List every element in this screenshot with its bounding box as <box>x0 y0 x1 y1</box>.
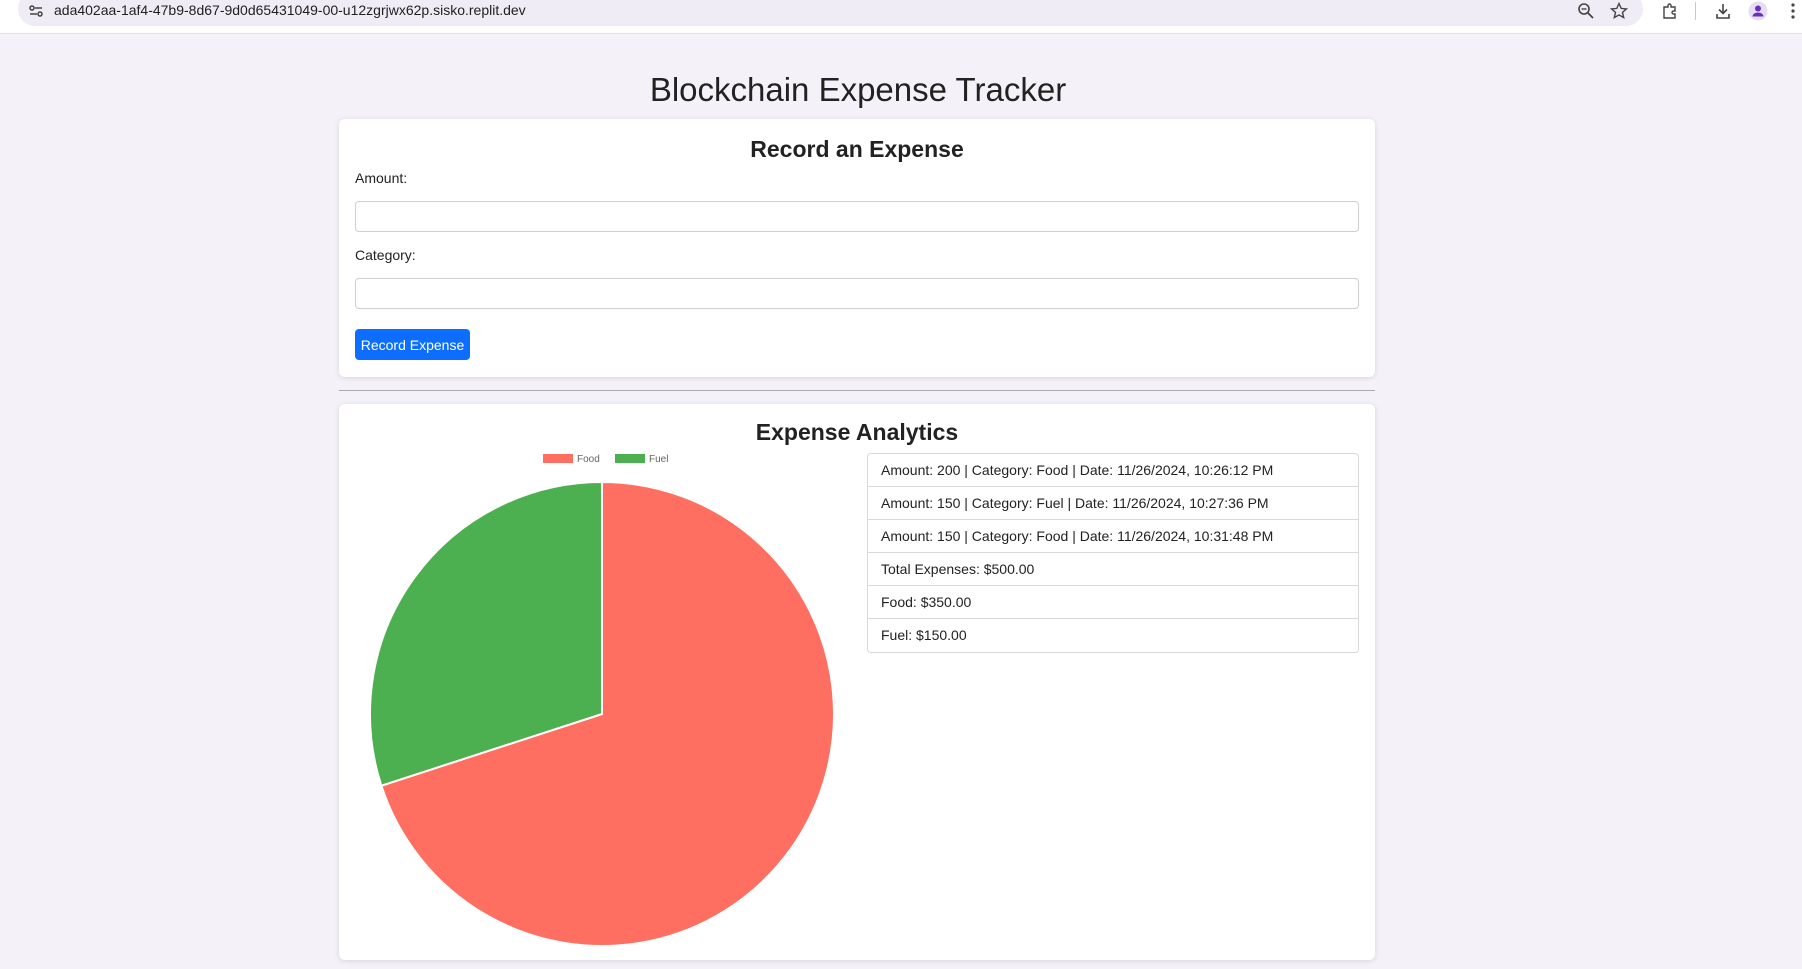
record-expense-button[interactable]: Record Expense <box>355 329 470 360</box>
category-input[interactable] <box>355 278 1359 309</box>
pie-slice-food[interactable] <box>380 480 835 947</box>
site-settings-icon[interactable] <box>28 3 44 19</box>
expense-summary-item: Fuel: $150.00 <box>881 627 967 643</box>
menu-icon[interactable] <box>1782 0 1802 22</box>
amount-label: Amount: <box>355 170 408 186</box>
expense-list: Amount: 200 | Category: Food | Date: 11/… <box>867 453 1359 653</box>
expense-entry: Amount: 150 | Category: Food | Date: 11/… <box>868 520 1358 553</box>
expense-entry: Amount: 150 | Category: Fuel | Date: 11/… <box>868 487 1358 520</box>
amount-input[interactable] <box>355 201 1359 232</box>
address-bar[interactable] <box>18 0 1643 26</box>
section-divider <box>339 390 1375 391</box>
page-title: Blockchain Expense Tracker <box>649 71 1067 108</box>
profile-icon[interactable] <box>1747 0 1769 22</box>
toolbar-divider <box>1695 2 1696 20</box>
zoom-icon[interactable] <box>1575 0 1597 22</box>
legend-label-fuel[interactable]: Fuel <box>649 454 668 465</box>
record-expense-card: Record an Expense Amount: Category: Reco… <box>339 119 1375 377</box>
expense-analytics-title: Expense Analytics <box>755 419 959 445</box>
category-label: Category: <box>355 247 416 263</box>
expense-entry: Amount: 200 | Category: Food | Date: 11/… <box>868 454 1358 487</box>
url-text[interactable]: ada402aa-1af4-47b9-8d67-9d0d65431049-00-… <box>54 2 526 18</box>
browser-toolbar: ada402aa-1af4-47b9-8d67-9d0d65431049-00-… <box>0 0 1802 34</box>
download-icon[interactable] <box>1712 0 1734 22</box>
pie-slice-fuel[interactable] <box>369 480 603 787</box>
legend-label-food[interactable]: Food <box>577 454 600 465</box>
bookmark-star-icon[interactable] <box>1608 0 1630 22</box>
expense-pie-chart: Food Fuel <box>369 454 835 947</box>
extensions-icon[interactable] <box>1659 0 1681 22</box>
expense-analytics-card: Expense Analytics Food Fuel Amount: 200 |… <box>339 404 1375 960</box>
legend-swatch-fuel[interactable] <box>615 454 645 463</box>
record-expense-title: Record an Expense <box>750 136 964 162</box>
legend-swatch-food[interactable] <box>543 454 573 463</box>
expense-summary-item: Total Expenses: $500.00 <box>868 553 1358 586</box>
expense-summary-item: Food: $350.00 <box>868 586 1358 619</box>
